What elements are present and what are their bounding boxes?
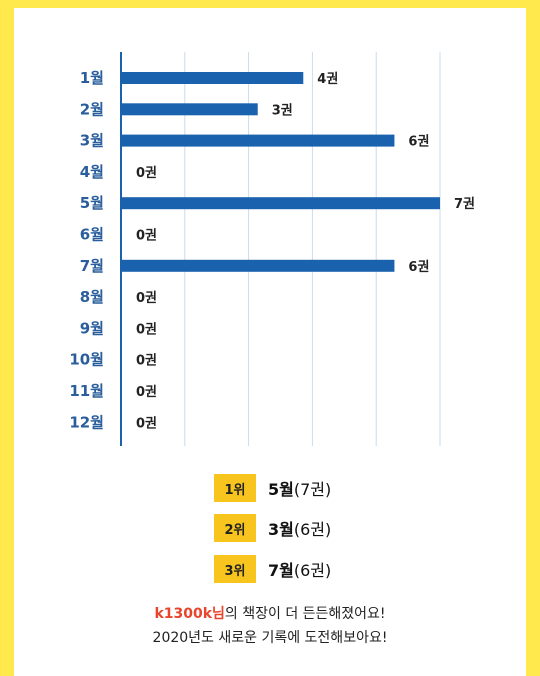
value-label: 6권 bbox=[408, 135, 429, 150]
rank-count: (6권) bbox=[293, 561, 332, 580]
bar bbox=[121, 197, 440, 210]
value-label: 7권 bbox=[454, 197, 475, 212]
rank-text: 7월(6권) bbox=[268, 557, 331, 581]
bar bbox=[121, 259, 395, 272]
message-line-1-text: 의 책장이 더 든든해졌어요! bbox=[224, 606, 386, 622]
category-label: 6월 bbox=[80, 226, 104, 244]
bar bbox=[121, 134, 395, 147]
bar bbox=[121, 72, 304, 84]
category-label: 12월 bbox=[69, 413, 104, 431]
rank-badge: 1위 bbox=[214, 474, 256, 502]
value-label: 0권 bbox=[136, 229, 157, 244]
category-label: 10월 bbox=[69, 351, 104, 369]
category-label: 3월 bbox=[80, 132, 104, 150]
value-label: 0권 bbox=[136, 166, 157, 181]
message-line-2: 2020년도 새로운 기록에 도전해보아요! bbox=[152, 630, 388, 646]
category-label: 4월 bbox=[80, 163, 104, 181]
rank-text: 5월(7권) bbox=[268, 476, 331, 500]
category-label: 7월 bbox=[80, 257, 104, 275]
bar bbox=[121, 103, 258, 116]
rank-row-2: 2위 3월(6권) bbox=[214, 514, 331, 542]
rank-row-1: 1위 5월(7권) bbox=[214, 474, 331, 502]
value-label: 0권 bbox=[136, 291, 157, 306]
monthly-books-chart: 1월 4권 2월 3권 3월 6권 4월 0권 5월 7권 6월 0권 7월 6권 8월 0권 9월 0권 10월 0… bbox=[69, 52, 475, 446]
category-label: 1월 bbox=[80, 69, 104, 87]
category-label: 8월 bbox=[80, 288, 104, 306]
value-label: 0권 bbox=[136, 354, 157, 369]
rank-count: (6권) bbox=[293, 520, 332, 539]
message-line-1: k1300k님의 책장이 더 든든해졌어요! bbox=[0, 603, 540, 623]
category-label: 2월 bbox=[80, 100, 104, 118]
rank-month: 7월 bbox=[268, 561, 294, 580]
rank-month: 3월 bbox=[268, 520, 294, 539]
category-label: 11월 bbox=[69, 382, 104, 400]
rank-month: 5월 bbox=[268, 480, 294, 499]
value-label: 4권 bbox=[317, 72, 338, 87]
value-label: 0권 bbox=[136, 416, 157, 431]
value-label: 3권 bbox=[272, 103, 293, 118]
rank-row-3: 3위 7월(6권) bbox=[214, 555, 331, 583]
value-label: 0권 bbox=[136, 322, 157, 337]
value-label: 6권 bbox=[408, 260, 429, 275]
rank-badge: 3위 bbox=[214, 555, 256, 583]
value-label: 0권 bbox=[136, 385, 157, 400]
rank-badge: 2위 bbox=[214, 514, 256, 542]
rank-text: 3월(6권) bbox=[268, 516, 331, 540]
category-label: 5월 bbox=[80, 194, 104, 212]
username: k1300k님 bbox=[154, 606, 225, 622]
category-label: 9월 bbox=[80, 319, 104, 337]
rank-count: (7권) bbox=[293, 480, 332, 499]
report-card bbox=[14, 8, 526, 676]
